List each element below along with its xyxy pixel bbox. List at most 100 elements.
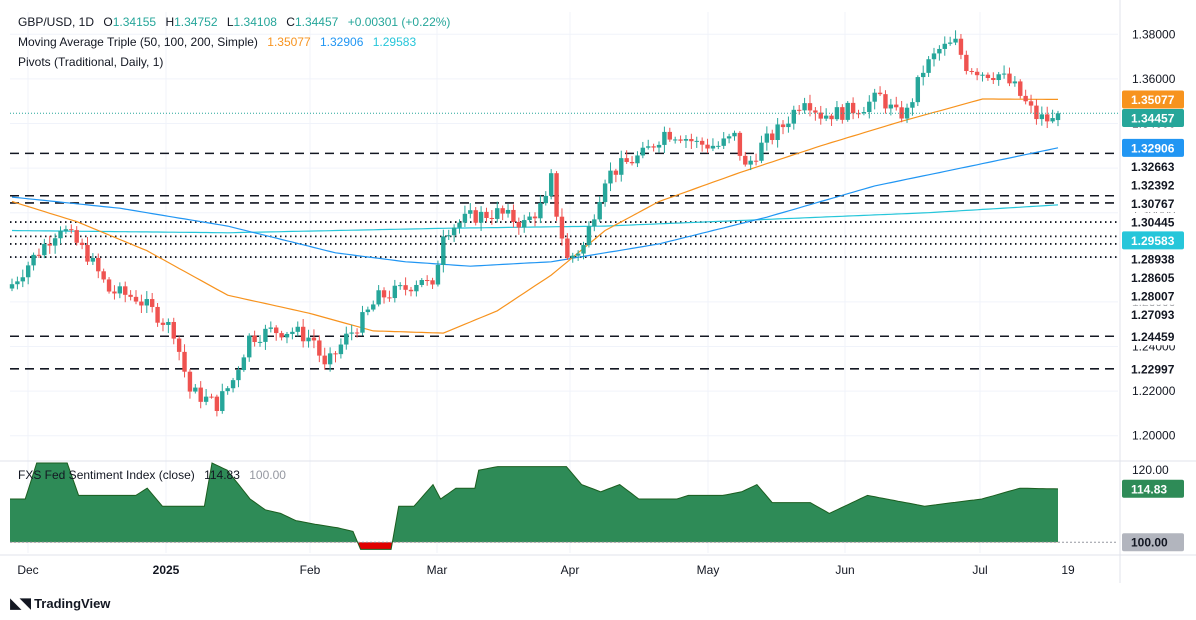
time-tick-label: 2025 — [153, 563, 180, 577]
candle-body — [511, 209, 516, 222]
candle-body — [942, 43, 947, 49]
candle-body — [753, 160, 759, 162]
candle-body — [646, 146, 651, 148]
candle-body — [980, 74, 985, 76]
sentiment-pane — [10, 462, 1118, 550]
candle-body — [829, 115, 834, 120]
candle-body — [451, 227, 457, 236]
candle-body — [128, 294, 133, 297]
candle-body — [473, 210, 478, 223]
candle-body — [894, 104, 899, 108]
candle-body — [575, 253, 581, 256]
candle-body — [182, 351, 187, 372]
candle-body — [96, 257, 101, 272]
candle-body — [166, 321, 171, 325]
price-badge-label: 1.22997 — [1131, 362, 1175, 376]
candle-body — [74, 230, 79, 243]
price-badges: 1.35077 1.34457 1.32906 1.32663 1.32392 1.307… — [1122, 90, 1184, 552]
sentiment-legend[interactable]: FXS Fed Sentiment Index (close) 114.83 1… — [18, 468, 286, 482]
candle-body — [1039, 114, 1045, 120]
sentiment-badge — [1122, 479, 1184, 498]
candle-body — [570, 255, 575, 258]
candle-body — [338, 344, 344, 355]
sentiment-badge-label: 114.83 — [1131, 482, 1167, 496]
candle-body — [608, 170, 613, 184]
candle-body — [802, 103, 807, 111]
candle-body — [527, 216, 532, 221]
candle-body — [991, 77, 996, 81]
symbol-legend: GBP/USD, 1D O1.34155 H1.34752 L1.34108 C… — [18, 14, 450, 30]
candle-body — [290, 331, 295, 334]
candle-body — [910, 102, 915, 108]
candle-body — [1050, 118, 1055, 122]
candle-body — [424, 280, 430, 282]
candle-body — [856, 113, 861, 115]
price-badge-label: 1.28605 — [1131, 271, 1175, 285]
candle-body — [737, 132, 743, 156]
candle-body — [327, 353, 333, 365]
candle-body — [732, 132, 737, 137]
candle-body — [845, 102, 850, 120]
ma-legend[interactable]: Moving Average Triple (50, 100, 200, Sim… — [18, 34, 416, 50]
candle-body — [20, 277, 25, 282]
candle-body — [430, 280, 435, 285]
candle-body — [581, 245, 586, 254]
price-badge-label: 1.32906 — [1131, 141, 1175, 155]
candle-body — [58, 230, 63, 239]
candle-body — [867, 101, 872, 113]
candle-body — [268, 327, 274, 329]
ma50-value: 1.35077 — [267, 35, 311, 49]
pivot-lines — [10, 152, 1118, 370]
candle-body — [840, 107, 845, 120]
price-badge — [1122, 286, 1184, 305]
time-axis[interactable]: Dec 2025 Feb Mar Apr May Jun Jul 19 — [17, 563, 1075, 577]
candle-body — [969, 71, 974, 73]
price-badge — [1122, 268, 1184, 287]
candle-body — [398, 285, 403, 287]
candle-body — [79, 242, 85, 246]
candle-body — [101, 271, 106, 280]
candle-body — [349, 332, 354, 334]
candle-body — [69, 229, 74, 231]
candle-body — [883, 94, 888, 109]
candle-body — [1034, 105, 1039, 120]
candle-body — [484, 211, 489, 218]
tradingview-brand[interactable]: ◣◥ TradingView — [10, 594, 110, 612]
price-badge-label: 1.27093 — [1131, 308, 1175, 322]
ma-title: Moving Average Triple (50, 100, 200, Sim… — [18, 35, 258, 49]
candle-body — [689, 138, 694, 142]
candle-body — [656, 144, 662, 148]
price-badge — [1122, 231, 1184, 250]
candle-body — [1045, 114, 1050, 122]
candle-body — [877, 92, 883, 95]
candle-body — [748, 160, 753, 165]
candle-body — [726, 136, 732, 139]
candle-body — [786, 123, 791, 128]
candle-body — [160, 322, 166, 325]
candle-body — [791, 109, 797, 124]
price-tick-label: 1.38000 — [1132, 27, 1176, 41]
price-badge — [1122, 194, 1184, 213]
candle-body — [662, 131, 667, 145]
candle-body — [619, 158, 624, 175]
low-value: 1.34108 — [233, 15, 277, 29]
candle-body — [813, 110, 818, 113]
ma200-value: 1.29583 — [372, 35, 417, 49]
symbol-label[interactable]: GBP/USD, 1D — [18, 15, 95, 29]
low-label: L — [226, 15, 234, 29]
candle-body — [672, 139, 678, 141]
price-badge-label: 1.35077 — [1131, 93, 1175, 107]
candle-body — [770, 133, 775, 140]
candle-body — [743, 155, 748, 165]
candle-body — [176, 338, 182, 352]
pivots-legend[interactable]: Pivots (Traditional, Daily, 1) — [18, 54, 163, 70]
candle-body — [505, 209, 511, 214]
candle-body — [1018, 81, 1023, 96]
candle-body — [926, 59, 931, 73]
close-label: C — [286, 15, 295, 29]
price-badge — [1122, 157, 1184, 176]
time-tick-label: Apr — [561, 563, 580, 577]
candle-body — [996, 74, 1001, 81]
moving-averages — [11, 98, 1059, 334]
